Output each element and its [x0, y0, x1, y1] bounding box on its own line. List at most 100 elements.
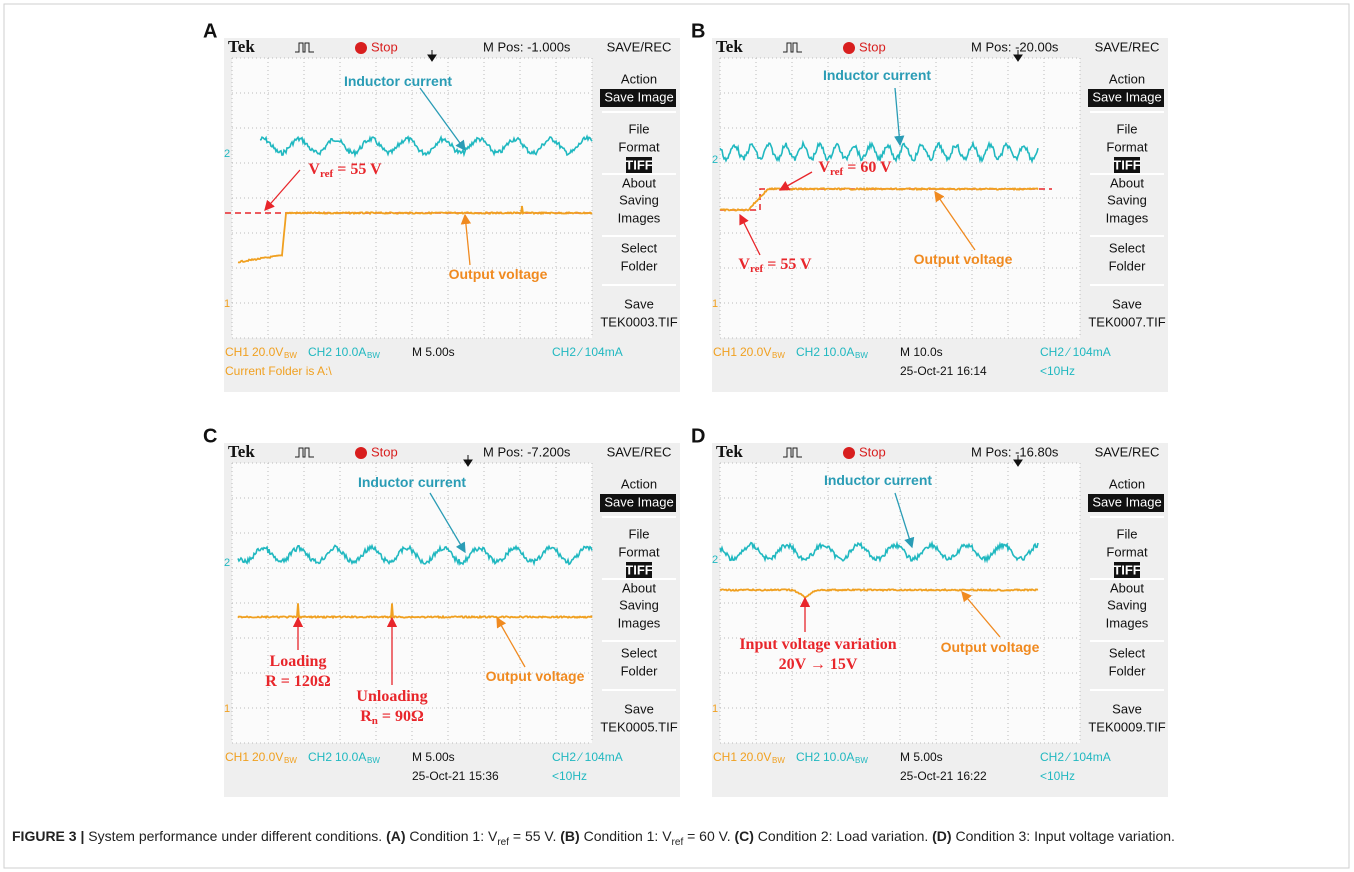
caption-text: (C)	[734, 828, 753, 844]
annotation-text: Inductor current	[823, 67, 931, 83]
menu-title: SAVE/REC	[1095, 444, 1160, 459]
annotation-text: Output voltage	[914, 251, 1013, 267]
status-text: BW	[772, 351, 785, 360]
status-text: BW	[772, 756, 785, 765]
annotation: Output voltage	[941, 639, 1040, 655]
caption-text: Condition 1: V	[406, 828, 498, 844]
menu-item: Format	[1106, 544, 1148, 559]
status-text: BW	[855, 351, 868, 360]
menu-item: Save	[1112, 701, 1142, 716]
annotation: Inductor current	[823, 67, 931, 83]
annotation: Output voltage	[449, 266, 548, 282]
status-text: <10Hz	[1040, 364, 1075, 378]
figure: ATekStopM Pos: -1.000sSAVE/RECActionSave…	[0, 0, 1354, 872]
annotation-text: Inductor current	[344, 73, 452, 89]
menu-item: About	[622, 580, 656, 595]
menu-item: TEK0007.TIF	[1088, 314, 1165, 329]
menu-item: Images	[618, 210, 661, 225]
annotation: Output voltage	[914, 251, 1013, 267]
menu-item: Save	[1112, 296, 1142, 311]
caption-text: = 60 V.	[683, 828, 734, 844]
annotation-text: R = 120Ω	[265, 673, 331, 690]
annotation-text: Inductor current	[824, 472, 932, 488]
menu-item: TIFF	[1113, 157, 1140, 172]
status-text: CH2 ⁄ 104mA	[552, 345, 623, 359]
annotation: Input voltage variation	[739, 636, 896, 653]
status-text: M 5.00s	[412, 345, 455, 359]
caption-text: (D)	[932, 828, 951, 844]
status-text: CH1	[713, 750, 737, 764]
menu-item: Images	[1106, 615, 1149, 630]
channel-marker: 2	[224, 557, 230, 569]
menu-item: File	[1117, 526, 1138, 541]
status-text: BW	[284, 351, 297, 360]
annotation: Inductor current	[358, 474, 466, 490]
channel-marker: 1	[224, 298, 230, 310]
menu-item: Action	[1109, 71, 1145, 86]
annotation: Rn = 90Ω	[360, 708, 424, 727]
menu-item: Format	[618, 544, 660, 559]
position: M Pos: -7.200s	[483, 444, 571, 459]
status-text: 10.0A	[335, 345, 366, 359]
annotation-text: = 90Ω	[378, 708, 424, 725]
status-text: CH2 ⁄ 104mA	[1040, 750, 1111, 764]
caption-text: (B)	[560, 828, 579, 844]
menu-item: TIFF	[625, 562, 652, 577]
menu-item: About	[1110, 175, 1144, 190]
menu-item: TEK0005.TIF	[600, 719, 677, 734]
menu-item: Action	[1109, 476, 1145, 491]
annotation: Vref = 55 V	[738, 256, 812, 275]
status-text: 10.0A	[823, 750, 854, 764]
status-text: CH2 ⁄ 104mA	[552, 750, 623, 764]
position: M Pos: -20.00s	[971, 39, 1059, 54]
channel-marker: 1	[712, 703, 718, 715]
channel-marker: 1	[712, 298, 718, 310]
menu-item: Select	[621, 645, 658, 660]
annotation-subscript: ref	[750, 263, 764, 275]
annotation-text: Output voltage	[449, 266, 548, 282]
annotation: Vref = 60 V	[818, 159, 892, 178]
panel-letter: C	[203, 425, 217, 447]
annotation: Loading	[270, 653, 327, 670]
menu-item: Select	[621, 240, 658, 255]
annotation-text: Output voltage	[486, 668, 585, 684]
menu-item: TIFF	[1113, 562, 1140, 577]
caption-text: Condition 1: V	[580, 828, 672, 844]
status-text: CH1	[225, 345, 249, 359]
caption-text: ref	[497, 837, 509, 848]
menu-item: Save Image	[1092, 494, 1161, 509]
menu-item: Save Image	[1092, 89, 1161, 104]
annotation-text: 20V → 15V	[779, 656, 858, 673]
status-text: CH2 ⁄ 104mA	[1040, 345, 1111, 359]
annotation-text: = 60 V	[843, 159, 892, 176]
annotation: Inductor current	[344, 73, 452, 89]
status-text: 10.0A	[823, 345, 854, 359]
annotation-subscript: ref	[320, 168, 334, 180]
menu-item: Folder	[621, 258, 659, 273]
run-state: Stop	[859, 444, 886, 459]
stop-icon	[355, 42, 367, 54]
menu-item: About	[622, 175, 656, 190]
status-text: M 10.0s	[900, 345, 943, 359]
status-text: M 5.00s	[412, 750, 455, 764]
menu-item: Format	[618, 139, 660, 154]
status-text: BW	[367, 351, 380, 360]
annotation: Output voltage	[486, 668, 585, 684]
status-text: 20.0V	[740, 345, 771, 359]
scope-panel: ATekStopM Pos: -1.000sSAVE/RECActionSave…	[203, 20, 680, 392]
position: M Pos: -1.000s	[483, 39, 571, 54]
annotation: Vref = 55 V	[308, 161, 382, 180]
annotation-text: Inductor current	[358, 474, 466, 490]
status-text: BW	[367, 756, 380, 765]
annotation-subscript: ref	[830, 166, 844, 178]
annotation-text: = 55 V	[763, 256, 812, 273]
menu-item: Save Image	[604, 89, 673, 104]
caption-text: System performance under different condi…	[84, 828, 386, 844]
status-text: CH1	[225, 750, 249, 764]
channel-marker: 1	[224, 703, 230, 715]
status-text: 25-Oct-21 16:22	[900, 769, 987, 783]
status-text: 20.0V	[252, 345, 283, 359]
menu-title: SAVE/REC	[607, 444, 672, 459]
